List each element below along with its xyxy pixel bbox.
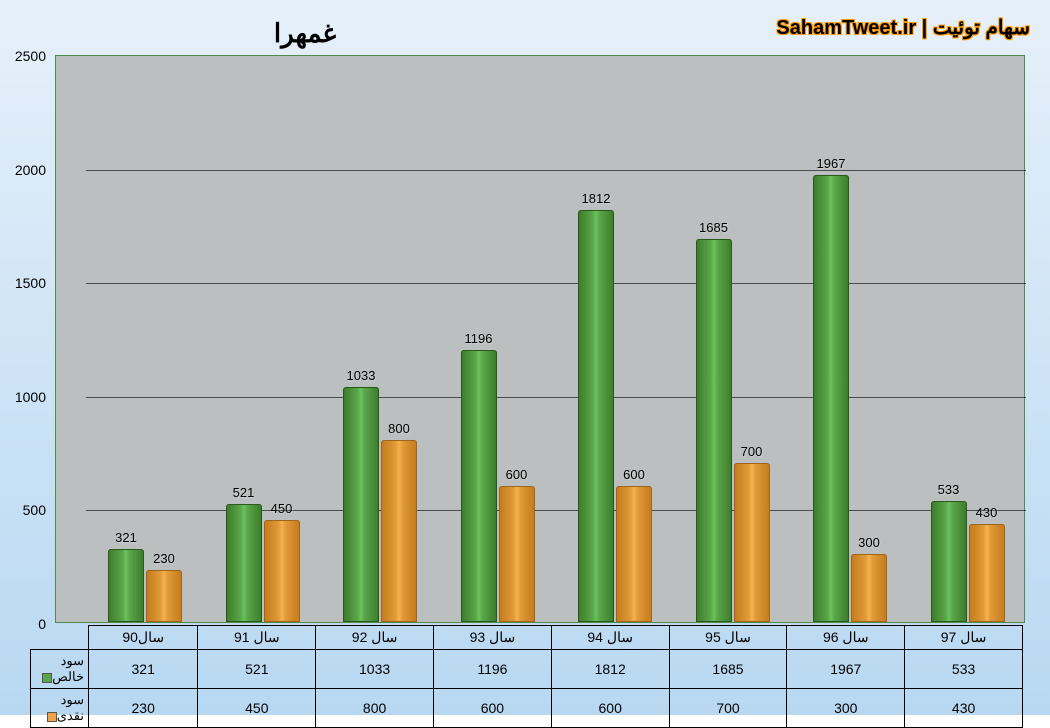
table-category-header: سال 93 <box>434 626 552 650</box>
bar-value-label: 1685 <box>699 220 728 235</box>
bar-cash-profit <box>616 486 652 622</box>
bar-net-profit <box>931 501 967 622</box>
bar-net-profit <box>813 175 849 622</box>
table-cell: 300 <box>787 689 905 728</box>
table-cell: 1196 <box>434 650 552 689</box>
bar-group: 321 230 <box>86 54 204 622</box>
y-axis-label: 1500 <box>6 275 46 291</box>
table-cell: 230 <box>89 689 198 728</box>
bar-value-label: 1196 <box>465 331 493 346</box>
table-series-header: سود خالص <box>31 650 89 689</box>
bar-group: 521 450 <box>204 54 322 622</box>
bar-value-label: 321 <box>115 530 137 545</box>
watermark-url: SahamTweet.ir <box>776 17 916 39</box>
table-cell: 450 <box>198 689 316 728</box>
table-cell: 430 <box>905 689 1023 728</box>
bar-cash-profit <box>734 463 770 622</box>
bar-value-label: 600 <box>506 467 528 482</box>
table-cell: 600 <box>434 689 552 728</box>
chart-title: غمهرا <box>0 18 610 49</box>
bars-layer: 321 230 521 450 1033 800 1196 600 1812 600 1685 700… <box>86 54 1026 622</box>
table-category-header: سال 95 <box>669 626 787 650</box>
table-cell: 321 <box>89 650 198 689</box>
watermark-sep: | <box>922 17 928 39</box>
bar-value-label: 600 <box>623 467 645 482</box>
bar-net-profit <box>696 239 732 622</box>
watermark-brand: سهام توئیت <box>933 17 1030 39</box>
bar-value-label: 700 <box>741 444 763 459</box>
table-cell: 1967 <box>787 650 905 689</box>
table-cell: 700 <box>669 689 787 728</box>
bar-cash-profit <box>851 554 887 622</box>
bar-group: 533 430 <box>909 54 1027 622</box>
bar-value-label: 450 <box>271 501 293 516</box>
y-axis-label: 1000 <box>6 389 46 405</box>
table-cell: 1812 <box>551 650 669 689</box>
table-category-header: سال 91 <box>198 626 316 650</box>
table-category-header: سال 92 <box>316 626 434 650</box>
chart-plot-area: 321 230 521 450 1033 800 1196 600 1812 600 1685 700… <box>55 55 1025 623</box>
table-cell: 521 <box>198 650 316 689</box>
bar-net-profit <box>578 210 614 622</box>
bar-value-label: 521 <box>233 485 255 500</box>
legend-swatch-green <box>42 673 52 683</box>
bar-value-label: 230 <box>153 551 175 566</box>
table-category-header: سال90 <box>89 626 198 650</box>
page: سهام توئیت | SahamTweet.ir غمهرا 321 230 5… <box>0 0 1050 715</box>
table-cell: 533 <box>905 650 1023 689</box>
bar-value-label: 430 <box>976 505 998 520</box>
bar-group: 1967 300 <box>791 54 909 622</box>
table-series-header: سود نقدی <box>31 689 89 728</box>
legend-swatch-orange <box>47 712 57 722</box>
bar-group: 1812 600 <box>556 54 674 622</box>
bar-value-label: 800 <box>388 421 410 436</box>
table-cell: 1033 <box>316 650 434 689</box>
bar-value-label: 1812 <box>582 191 611 206</box>
bar-net-profit <box>343 387 379 622</box>
table-cell: 600 <box>551 689 669 728</box>
bar-group: 1685 700 <box>674 54 792 622</box>
bar-cash-profit <box>146 570 182 622</box>
bar-net-profit <box>461 350 497 622</box>
bar-net-profit <box>108 549 144 622</box>
bar-value-label: 1033 <box>347 368 376 383</box>
data-table: سال90سال 91سال 92سال 93سال 94سال 95سال 9… <box>30 625 1023 728</box>
bar-value-label: 533 <box>938 482 960 497</box>
table-category-header: سال 96 <box>787 626 905 650</box>
bar-value-label: 300 <box>858 535 880 550</box>
watermark: سهام توئیت | SahamTweet.ir <box>776 15 1030 40</box>
bar-value-label: 1967 <box>817 156 846 171</box>
y-axis-label: 2500 <box>6 48 46 64</box>
table-cell: 800 <box>316 689 434 728</box>
bar-group: 1033 800 <box>321 54 439 622</box>
bar-group: 1196 600 <box>439 54 557 622</box>
y-axis-label: 500 <box>6 502 46 518</box>
bar-cash-profit <box>969 524 1005 622</box>
bar-cash-profit <box>264 520 300 622</box>
bar-net-profit <box>226 504 262 622</box>
bar-cash-profit <box>381 440 417 622</box>
table-category-header: سال 94 <box>551 626 669 650</box>
table-cell: 1685 <box>669 650 787 689</box>
bar-cash-profit <box>499 486 535 622</box>
y-axis-label: 2000 <box>6 162 46 178</box>
table-category-header: سال 97 <box>905 626 1023 650</box>
